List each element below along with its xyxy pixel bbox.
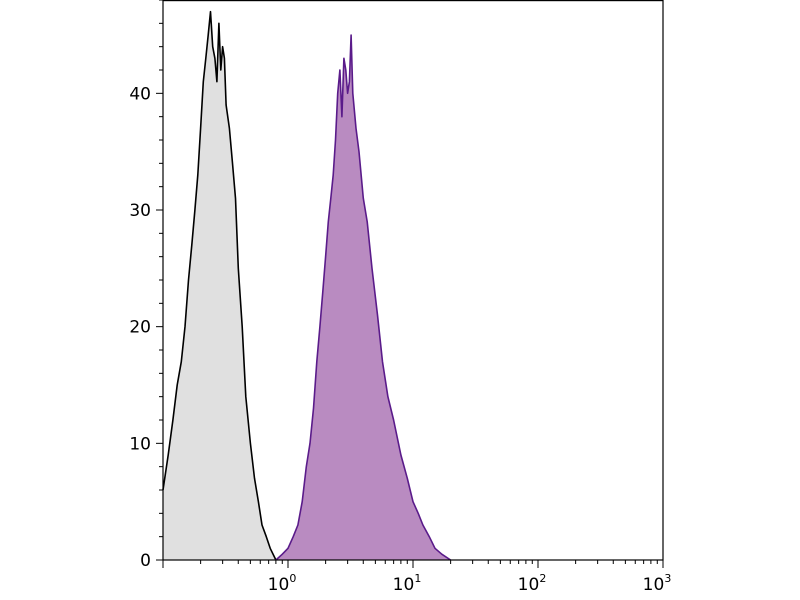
series-2-line <box>275 34 452 561</box>
y-tick-label: 20 <box>129 318 151 338</box>
y-tick-label: 0 <box>140 551 151 571</box>
ticks-layer <box>156 0 664 568</box>
labels-layer: 0 10 20 30 40 100 101 102 103 <box>129 84 671 595</box>
series-layer <box>162 10 452 561</box>
y-tick-label: 30 <box>129 201 151 221</box>
x-tick-label: 103 <box>643 572 672 595</box>
series-2-fill <box>275 35 451 560</box>
x-tick-label: 100 <box>268 572 297 595</box>
series-1-line <box>162 10 277 561</box>
y-tick-label: 40 <box>129 84 151 104</box>
x-tick-label: 101 <box>393 572 422 595</box>
y-tick-label: 10 <box>129 434 151 454</box>
x-tick-label: 102 <box>518 572 547 595</box>
series-1-fill <box>163 11 276 560</box>
